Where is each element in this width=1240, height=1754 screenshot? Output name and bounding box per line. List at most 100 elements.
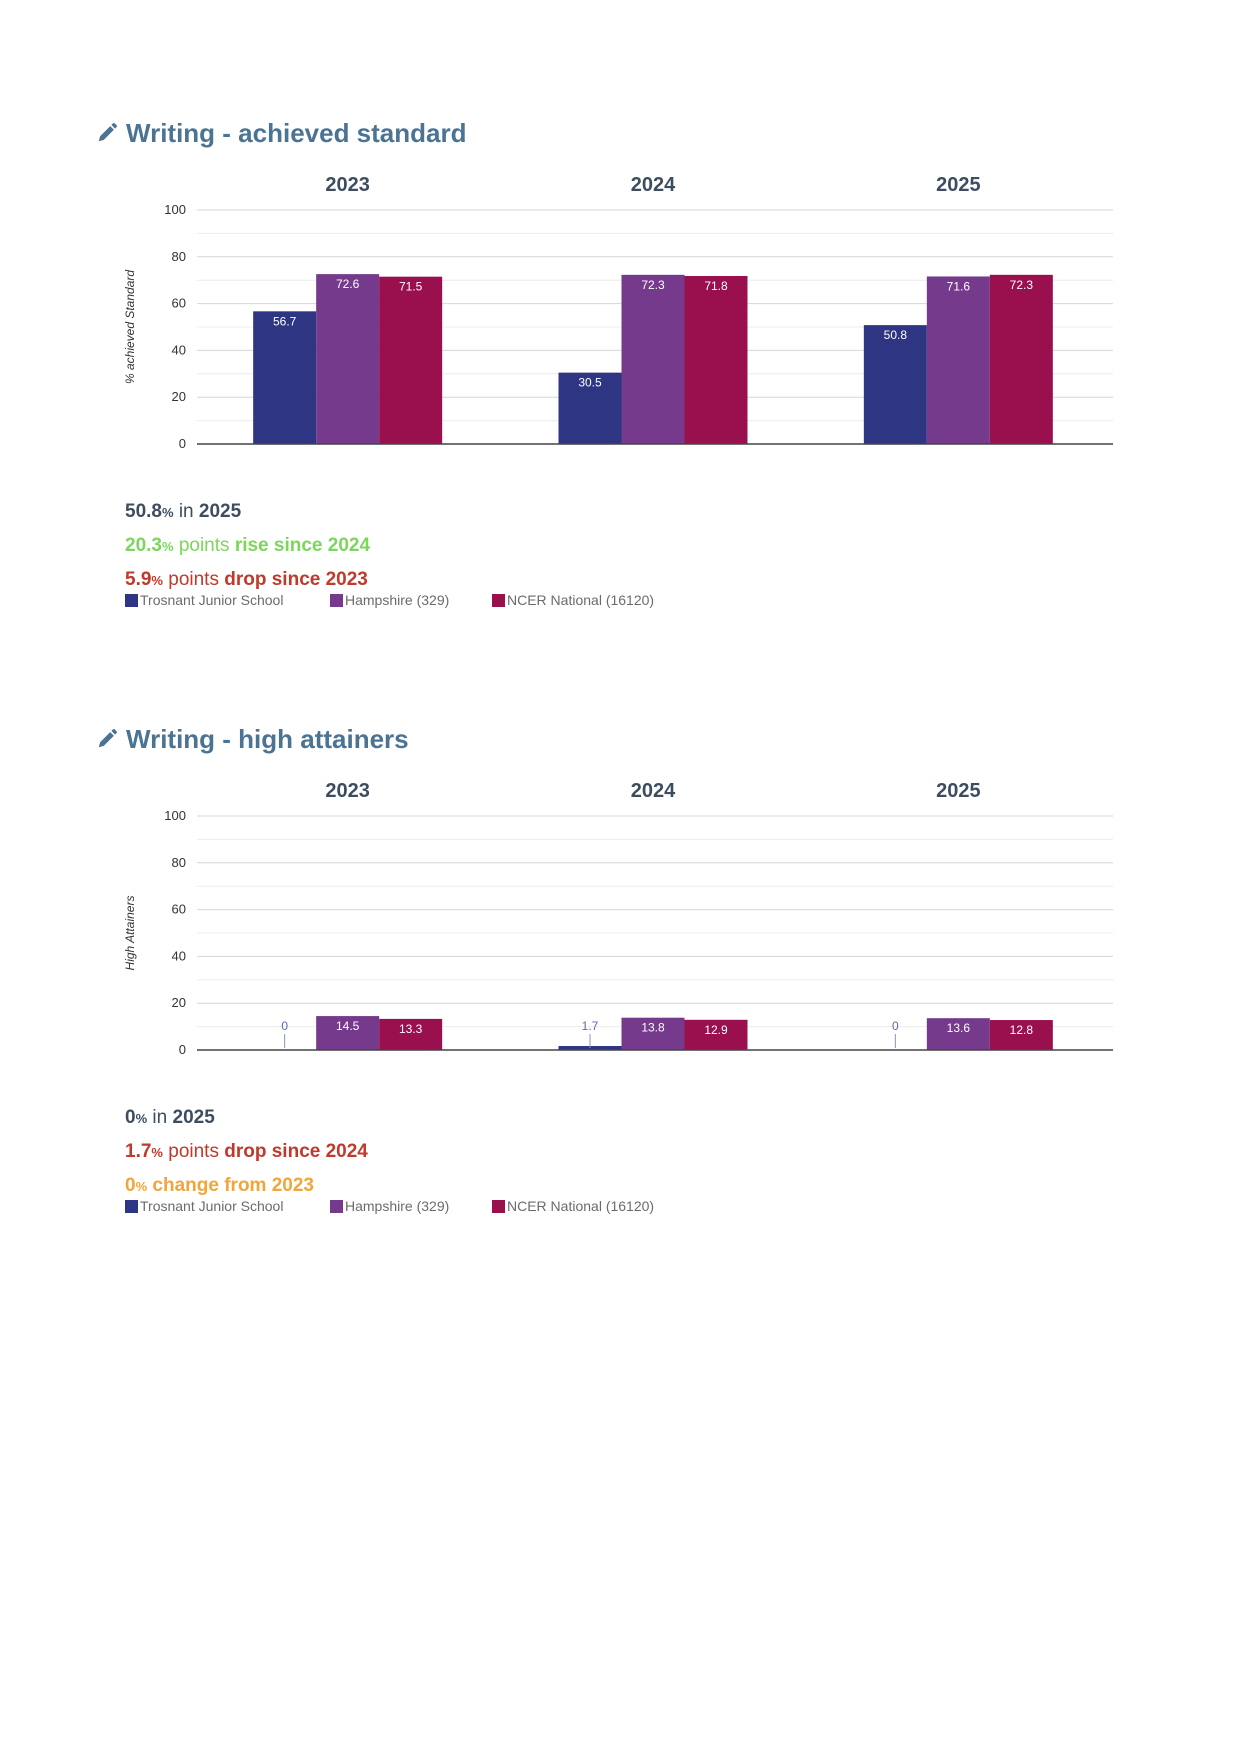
data-label: 13.3 — [399, 1022, 423, 1036]
legend-item-hampshire: Hampshire (329) — [330, 1198, 492, 1214]
pencil-icon — [98, 123, 117, 142]
bar — [253, 311, 317, 444]
change-connector: points — [173, 535, 235, 556]
change-value: 0 — [125, 1175, 136, 1196]
data-label: 0 — [281, 1019, 288, 1033]
category-label: 2023 — [325, 780, 370, 802]
data-label: 30.5 — [578, 376, 602, 390]
change-unit: % — [135, 1179, 148, 1194]
legend-swatch — [492, 1199, 505, 1213]
summary-year: 2025 — [172, 1107, 215, 1128]
change-unit: % — [161, 539, 174, 554]
change-text: drop since 2024 — [224, 1141, 368, 1162]
legend-swatch — [492, 593, 505, 607]
bar — [621, 1017, 685, 1050]
legend-item-school: Trosnant Junior School — [125, 592, 330, 608]
bar — [316, 1016, 380, 1050]
legend: Trosnant Junior School Hampshire (329) N… — [125, 592, 654, 608]
change-value: 1.7 — [125, 1141, 152, 1162]
legend-label: NCER National (16120) — [507, 592, 655, 608]
data-label: 71.8 — [704, 279, 728, 293]
summary-line-current: 0% in 2025 — [125, 1101, 368, 1135]
y-tick-label: 0 — [179, 436, 186, 451]
summary-connector: in — [147, 1107, 173, 1128]
bar — [684, 1019, 748, 1050]
legend: Trosnant Junior School Hampshire (329) N… — [125, 1198, 654, 1214]
data-label: 1.7 — [582, 1019, 599, 1033]
y-tick-label: 100 — [164, 808, 186, 823]
data-label: 72.3 — [1010, 278, 1034, 292]
bar — [379, 276, 443, 444]
category-label: 2023 — [325, 174, 370, 196]
data-label: 71.5 — [399, 280, 423, 294]
summary-line-change-2024: 20.3% points rise since 2024 — [125, 529, 370, 563]
section-title-text: Writing - high attainers — [126, 723, 409, 754]
change-connector: points — [162, 1141, 225, 1162]
legend-item-national: NCER National (16120) — [492, 592, 654, 608]
bar — [926, 1018, 990, 1050]
change-connector: points — [162, 569, 225, 590]
legend-label: NCER National (16120) — [507, 1198, 655, 1214]
y-axis-label: High Attainers — [123, 896, 137, 971]
data-label: 50.8 — [884, 328, 908, 342]
data-label: 72.6 — [336, 277, 360, 291]
data-label: 56.7 — [273, 314, 297, 328]
y-tick-label: 60 — [172, 296, 186, 311]
category-label: 2024 — [631, 174, 676, 196]
category-label: 2024 — [631, 780, 676, 802]
data-label: 71.6 — [947, 279, 971, 293]
data-label: 13.8 — [641, 1021, 665, 1035]
data-label: 12.8 — [1010, 1023, 1034, 1037]
section-title: Writing - achieved standard — [96, 113, 466, 153]
bar — [989, 274, 1053, 444]
legend-item-school: Trosnant Junior School — [125, 1198, 330, 1214]
bar — [558, 1046, 622, 1050]
legend-item-national: NCER National (16120) — [492, 1198, 654, 1214]
summary-line-change-2023: 0% change from 2023 — [125, 1169, 368, 1203]
data-label: 12.9 — [704, 1023, 728, 1037]
change-value: 5.9 — [125, 569, 152, 590]
legend-swatch — [125, 1199, 138, 1213]
category-label: 2025 — [936, 780, 981, 802]
data-label: 0 — [892, 1019, 899, 1033]
y-tick-label: 60 — [172, 902, 186, 917]
change-text: rise since 2024 — [234, 535, 371, 556]
y-tick-label: 100 — [164, 202, 186, 217]
legend-swatch — [330, 593, 343, 607]
bar — [558, 372, 622, 444]
summary-unit: % — [161, 505, 174, 520]
change-unit: % — [151, 1145, 163, 1160]
y-tick-label: 0 — [179, 1042, 186, 1057]
bar-chart: 0 20 40 60 80 100 High Attainers 2023 0 14.5 13.3 2… — [123, 780, 1113, 1057]
pencil-icon — [98, 729, 117, 748]
bar — [379, 1018, 443, 1050]
data-label: 14.5 — [336, 1019, 360, 1033]
legend-label: Trosnant Junior School — [140, 1198, 284, 1214]
summary-unit: % — [135, 1111, 148, 1126]
bar — [316, 274, 380, 444]
bar — [684, 275, 748, 444]
data-label: 13.6 — [947, 1021, 971, 1035]
legend-swatch — [125, 593, 138, 607]
y-axis-label: % achieved Standard — [123, 270, 137, 384]
y-tick-label: 80 — [172, 855, 186, 870]
legend-item-hampshire: Hampshire (329) — [330, 592, 492, 608]
bar — [926, 276, 990, 444]
summary-line-change-2024: 1.7% points drop since 2024 — [125, 1135, 368, 1169]
category-label: 2025 — [936, 174, 981, 196]
y-tick-label: 20 — [172, 995, 186, 1010]
y-tick-label: 40 — [172, 342, 186, 357]
legend-label: Trosnant Junior School — [140, 592, 284, 608]
section-title: Writing - high attainers — [96, 719, 409, 759]
y-tick-label: 40 — [172, 948, 186, 963]
bar — [621, 274, 685, 444]
bar-chart: 0 20 40 60 80 100 % achieved Standard 2023 56.7 7… — [123, 174, 1113, 451]
y-tick-label: 80 — [172, 249, 186, 264]
bar — [989, 1020, 1053, 1050]
change-text: drop since 2023 — [224, 569, 368, 590]
summary: 50.8% in 2025 20.3% points rise since 20… — [125, 495, 370, 597]
y-tick-label: 20 — [172, 389, 186, 404]
summary-line-current: 50.8% in 2025 — [125, 495, 370, 529]
summary-line-change-2023: 5.9% points drop since 2023 — [125, 563, 370, 597]
summary-connector: in — [173, 501, 199, 522]
